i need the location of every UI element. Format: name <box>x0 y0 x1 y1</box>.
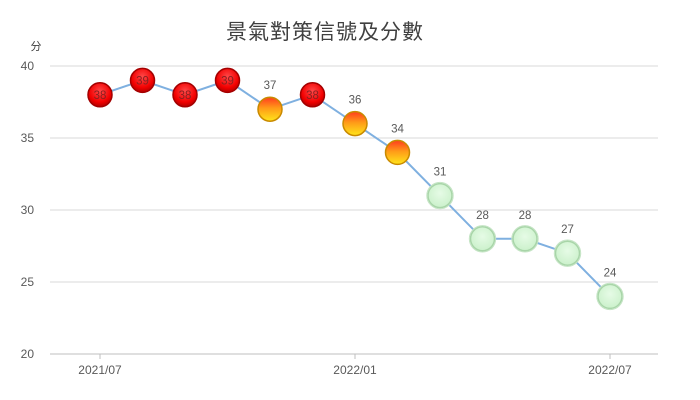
data-point-green <box>597 283 623 310</box>
data-label: 39 <box>136 75 149 87</box>
data-point-ring <box>468 225 497 253</box>
data-point-red <box>214 67 241 94</box>
data-point-green <box>427 182 453 209</box>
data-point-yellow-red <box>257 96 283 122</box>
data-point-yellow-red <box>384 139 411 166</box>
data-point-yellow-red <box>342 110 368 137</box>
data-label: 24 <box>604 267 617 279</box>
data-point-ring <box>426 181 454 210</box>
data-label: 31 <box>434 167 447 179</box>
data-point-green <box>469 226 496 252</box>
data-label: 28 <box>519 210 532 222</box>
y-tick-label: 25 <box>21 275 35 289</box>
x-tick-label: 2022/07 <box>588 363 632 377</box>
data-label: 34 <box>391 123 404 135</box>
data-point-green <box>512 226 538 252</box>
x-tick-label: 2021/07 <box>78 363 122 377</box>
data-point-ring <box>553 239 582 267</box>
y-axis-unit-label: 分 <box>31 40 42 53</box>
data-label: 27 <box>561 224 574 236</box>
data-label: 37 <box>264 80 277 92</box>
chart-title: 景氣對策信號及分數 <box>226 20 424 44</box>
y-tick-label: 20 <box>21 347 35 361</box>
data-point-ring <box>511 225 539 253</box>
data-label: 28 <box>476 210 489 222</box>
data-point-red <box>172 82 198 108</box>
data-label: 36 <box>349 95 362 107</box>
data-point-red <box>299 82 326 108</box>
data-point-ring <box>596 282 624 311</box>
data-label: 38 <box>94 90 107 102</box>
y-tick-label: 40 <box>21 59 35 73</box>
data-label: 38 <box>179 90 192 102</box>
data-label: 38 <box>306 90 319 102</box>
data-point-red <box>87 82 113 108</box>
y-tick-label: 35 <box>21 131 35 145</box>
y-tick-label: 30 <box>21 203 35 217</box>
data-point-red <box>129 67 156 94</box>
data-point-green <box>554 240 581 266</box>
data-label: 39 <box>221 75 234 87</box>
x-tick-label: 2022/01 <box>333 363 377 377</box>
